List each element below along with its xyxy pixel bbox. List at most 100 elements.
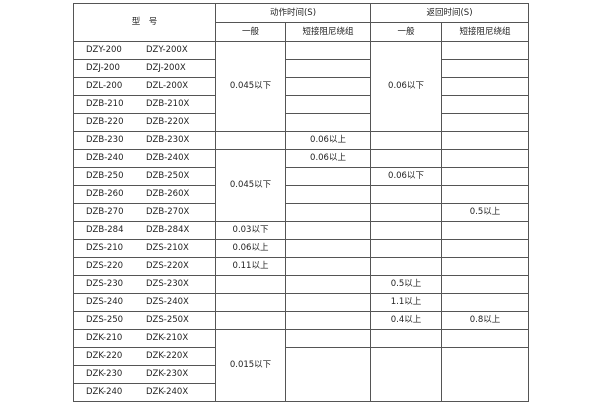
table-row: DZK-240 DZK-240X bbox=[73, 383, 529, 402]
return-short-cell bbox=[441, 95, 529, 114]
return-general-cell bbox=[370, 203, 442, 222]
return-short-cell bbox=[441, 221, 529, 240]
model-x: DZS-240X bbox=[146, 297, 189, 307]
return-short-cell bbox=[441, 131, 529, 150]
model-standard: DZK-220 bbox=[86, 351, 123, 361]
return-short-cell bbox=[441, 149, 529, 168]
model-cell: DZY-200 DZY-200X bbox=[73, 41, 216, 60]
model-header: 型 号 bbox=[73, 3, 216, 42]
return-general-cell bbox=[370, 149, 442, 168]
return-general-cell bbox=[370, 347, 442, 402]
action-short-cell bbox=[285, 275, 371, 294]
model-standard: DZY-200 bbox=[86, 45, 122, 55]
return-general-header: 一般 bbox=[370, 22, 442, 42]
table-row: DZS-220 DZS-220X 0.11以上 bbox=[73, 257, 529, 276]
table-row: DZB-284 DZB-284X 0.03以下 bbox=[73, 221, 529, 240]
model-standard: DZS-240 bbox=[86, 297, 124, 307]
action-short-cell bbox=[285, 239, 371, 258]
action-general-cell bbox=[215, 293, 286, 312]
model-standard: DZK-210 bbox=[86, 333, 123, 343]
model-cell: DZK-230 DZK-230X bbox=[73, 365, 216, 384]
model-cell: DZJ-200 DZJ-200X bbox=[73, 59, 216, 78]
model-standard: DZB-220 bbox=[86, 117, 124, 127]
model-standard: DZB-240 bbox=[86, 153, 124, 163]
action-time-header: 动作时间(S) bbox=[215, 3, 371, 23]
table-row: DZB-210 DZB-210X bbox=[73, 95, 529, 114]
action-general-cell: 0.06以上 bbox=[215, 239, 286, 258]
return-general-cell: 1.1以上 bbox=[370, 293, 442, 312]
table-row: DZS-210 DZS-210X 0.06以上 bbox=[73, 239, 529, 258]
model-x: DZB-284X bbox=[146, 225, 190, 235]
model-standard: DZS-210 bbox=[86, 243, 124, 253]
table-row: DZK-220 DZK-220X bbox=[73, 347, 529, 402]
action-general-cell bbox=[215, 131, 286, 150]
action-short-header: 短接阻尼绕组 bbox=[285, 22, 371, 42]
table-row: DZS-250 DZS-250X 0.4以上 0.8以上 bbox=[73, 311, 529, 330]
model-cell: DZK-210 DZK-210X bbox=[73, 329, 216, 348]
return-short-cell bbox=[441, 41, 529, 60]
header-row-1: 型 号 动作时间(S) 返回时间(S) bbox=[73, 3, 529, 42]
model-x: DZS-250X bbox=[146, 315, 189, 325]
model-cell: DZB-220 DZB-220X bbox=[73, 113, 216, 132]
model-x: DZB-220X bbox=[146, 117, 190, 127]
action-short-cell bbox=[285, 221, 371, 240]
action-short-cell bbox=[285, 59, 371, 78]
return-general-cell: 0.4以上 bbox=[370, 311, 442, 330]
action-general-cell: 0.015以下 bbox=[215, 329, 286, 402]
return-general-cell bbox=[370, 131, 442, 150]
model-x: DZK-230X bbox=[146, 369, 189, 379]
model-x: DZJ-200X bbox=[146, 63, 186, 73]
action-short-cell bbox=[285, 185, 371, 204]
action-short-cell: 0.06以上 bbox=[285, 149, 371, 168]
action-short-cell bbox=[285, 311, 371, 330]
return-general-cell: 0.5以上 bbox=[370, 275, 442, 294]
table-row: DZK-210 DZK-210X 0.015以下 bbox=[73, 329, 529, 402]
return-short-cell: 0.8以上 bbox=[441, 311, 529, 330]
model-standard: DZK-240 bbox=[86, 387, 123, 397]
model-x: DZS-230X bbox=[146, 279, 189, 289]
return-short-cell bbox=[441, 275, 529, 294]
model-x: DZK-210X bbox=[146, 333, 189, 343]
return-short-cell bbox=[441, 59, 529, 78]
action-general-cell: 0.045以下 bbox=[215, 149, 286, 222]
table-row: DZS-240 DZS-240X 1.1以上 bbox=[73, 293, 529, 312]
table-row: DZL-200 DZL-200X bbox=[73, 77, 529, 96]
model-x: DZB-270X bbox=[146, 207, 190, 217]
return-general-cell bbox=[370, 239, 442, 258]
action-general-cell bbox=[215, 311, 286, 330]
model-standard: DZB-230 bbox=[86, 135, 124, 145]
table-row: DZJ-200 DZJ-200X bbox=[73, 59, 529, 78]
model-x: DZB-260X bbox=[146, 189, 190, 199]
model-cell: DZB-260 DZB-260X bbox=[73, 185, 216, 204]
action-short-cell bbox=[285, 77, 371, 96]
action-short-cell bbox=[285, 95, 371, 114]
return-short-cell bbox=[441, 239, 529, 258]
model-standard: DZB-250 bbox=[86, 171, 124, 181]
relay-spec-table: 型 号 动作时间(S) 返回时间(S) 一般 短接阻尼绕组 一般 短接阻尼绕组 … bbox=[73, 3, 529, 402]
model-x: DZS-210X bbox=[146, 243, 189, 253]
action-short-cell bbox=[285, 329, 371, 348]
action-general-header: 一般 bbox=[215, 22, 286, 42]
model-standard: DZB-210 bbox=[86, 99, 124, 109]
return-general-cell bbox=[370, 257, 442, 276]
model-cell: DZS-250 DZS-250X bbox=[73, 311, 216, 330]
model-x: DZL-200X bbox=[146, 81, 189, 91]
model-cell: DZS-230 DZS-230X bbox=[73, 275, 216, 294]
model-standard: DZS-250 bbox=[86, 315, 124, 325]
action-short-cell bbox=[285, 293, 371, 312]
action-general-cell: 0.11以上 bbox=[215, 257, 286, 276]
model-x: DZY-200X bbox=[146, 45, 188, 55]
return-short-cell bbox=[441, 347, 529, 402]
return-general-cell bbox=[370, 221, 442, 240]
table-row: DZK-230 DZK-230X bbox=[73, 365, 529, 384]
return-time-header: 返回时间(S) bbox=[370, 3, 529, 23]
table-row: DZB-230 DZB-230X 0.06以上 bbox=[73, 131, 529, 150]
model-cell: DZB-240 DZB-240X bbox=[73, 149, 216, 168]
return-short-cell bbox=[441, 293, 529, 312]
table-row: DZB-270 DZB-270X 0.5以上 bbox=[73, 203, 529, 222]
model-standard: DZS-220 bbox=[86, 261, 124, 271]
action-short-cell bbox=[285, 347, 371, 402]
model-standard: DZB-284 bbox=[86, 225, 124, 235]
action-short-cell bbox=[285, 257, 371, 276]
action-short-cell bbox=[285, 203, 371, 222]
